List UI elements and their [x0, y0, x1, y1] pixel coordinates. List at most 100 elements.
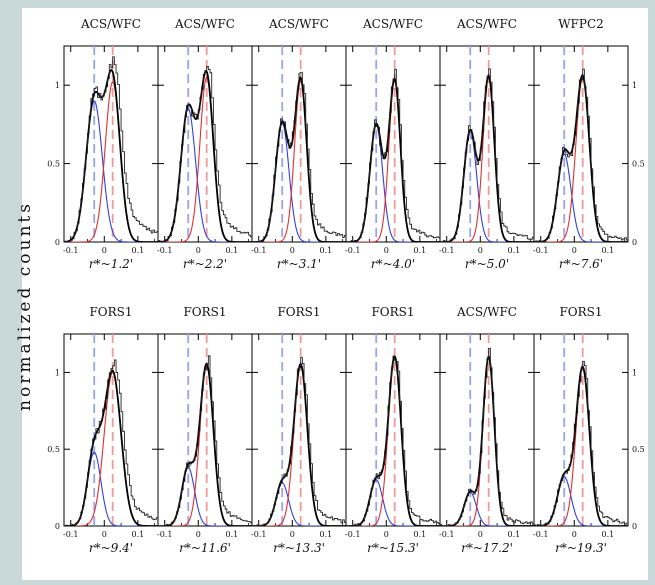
panel-12: FORS1 r*~19.3' -0.1 0 0.1 0 0.5 1	[533, 305, 645, 555]
x-tick-label: -0.1	[533, 530, 548, 539]
x-tick-label: -0.1	[439, 530, 454, 539]
x-tick-label: 0	[384, 246, 389, 255]
x-tick-label: 0.1	[601, 246, 614, 255]
x-tick-label: 0	[290, 530, 295, 539]
panel-radius-label: r*~5.0'	[465, 257, 509, 271]
panel-radius-label: r*~17.2'	[461, 541, 513, 555]
x-tick-label: 0.1	[319, 246, 332, 255]
model-sum	[158, 362, 252, 526]
x-tick-label: 0	[196, 530, 201, 539]
x-tick-label: -0.1	[63, 530, 78, 539]
panel-5: ACS/WFC r*~5.0' -0.1 0 0.1	[439, 17, 535, 271]
y-tick-label-right: 0	[632, 522, 637, 531]
panel-curves	[252, 334, 346, 526]
panel-curves	[346, 46, 440, 242]
x-tick-label: -0.1	[345, 246, 360, 255]
x-tick-label: 0	[102, 246, 107, 255]
x-tick-label: 0	[384, 530, 389, 539]
x-tick-label: -0.1	[63, 246, 78, 255]
panel-title: WFPC2	[558, 17, 604, 31]
panel-title: ACS/WFC	[80, 17, 141, 31]
color-histogram	[534, 360, 628, 526]
x-tick-label: -0.1	[251, 530, 266, 539]
panel-curves	[440, 46, 534, 242]
panel-curves	[534, 46, 628, 242]
y-tick-label: 1	[55, 368, 60, 377]
y-tick-label-right: 0.5	[632, 160, 645, 169]
panel-radius-label: r*~19.3'	[555, 541, 607, 555]
panel-6: WFPC2 r*~7.6' -0.1 0 0.1 0 0.5 1	[533, 17, 645, 271]
panel-9: FORS1 r*~13.3' -0.1 0 0.1	[251, 305, 347, 555]
panel-radius-label: r*~3.1'	[277, 257, 321, 271]
color-histogram	[158, 66, 252, 242]
color-histogram	[346, 355, 440, 526]
x-tick-label: 0.1	[413, 246, 426, 255]
x-tick-label: 0	[478, 246, 483, 255]
y-tick-label: 0.5	[47, 445, 60, 454]
x-tick-label: 0.1	[225, 246, 238, 255]
panel-10: FORS1 r*~15.3' -0.1 0 0.1	[345, 305, 441, 555]
x-tick-label: 0.1	[131, 530, 144, 539]
panel-curves	[158, 46, 252, 242]
color-histogram	[534, 68, 628, 242]
panel-radius-label: r*~13.3'	[273, 541, 325, 555]
panel-radius-label: r*~7.6'	[559, 257, 603, 271]
panel-frame	[533, 333, 629, 527]
x-tick-label: 0	[572, 530, 577, 539]
color-histogram	[64, 56, 158, 242]
y-axis-label: normalized counts	[15, 201, 35, 411]
y-tick-label-right: 0.5	[632, 445, 645, 454]
panel-radius-label: r*~11.6'	[179, 541, 231, 555]
y-tick-label-right: 1	[632, 368, 637, 377]
y-tick-label: 0	[55, 238, 60, 247]
x-tick-label: 0.1	[601, 530, 614, 539]
color-histogram	[346, 68, 440, 242]
x-tick-label: -0.1	[533, 246, 548, 255]
panel-4: ACS/WFC r*~4.0' -0.1 0 0.1	[345, 17, 441, 271]
x-tick-label: 0.1	[131, 246, 144, 255]
panel-curves	[252, 46, 346, 242]
panel-title: FORS1	[277, 305, 320, 319]
panel-title: ACS/WFC	[456, 17, 517, 31]
x-tick-label: 0.1	[507, 530, 520, 539]
y-tick-label: 0.5	[47, 160, 60, 169]
x-tick-label: 0	[290, 246, 295, 255]
x-tick-label: -0.1	[345, 530, 360, 539]
panel-radius-label: r*~2.2'	[183, 257, 227, 271]
panel-title: ACS/WFC	[268, 17, 329, 31]
panel-radius-label: r*~4.0'	[371, 257, 415, 271]
panel-curves	[440, 334, 534, 526]
color-histogram	[440, 68, 534, 242]
panel-title: FORS1	[559, 305, 602, 319]
x-tick-label: -0.1	[439, 246, 454, 255]
panel-curves	[158, 334, 252, 526]
panel-title: ACS/WFC	[362, 17, 423, 31]
x-tick-label: 0	[102, 530, 107, 539]
panel-3: ACS/WFC r*~3.1' -0.1 0 0.1	[251, 17, 347, 271]
panel-curves	[64, 46, 158, 242]
y-tick-label-right: 0	[632, 238, 637, 247]
panel-radius-label: r*~1.2'	[89, 257, 133, 271]
panel-title: FORS1	[183, 305, 226, 319]
panel-2: ACS/WFC r*~2.2' -0.1 0 0.1	[157, 17, 253, 271]
color-histogram	[252, 357, 346, 526]
color-histogram	[158, 355, 252, 526]
x-tick-label: 0	[478, 530, 483, 539]
model-sum	[64, 69, 158, 242]
x-tick-label: 0.1	[413, 530, 426, 539]
color-histogram	[440, 347, 534, 526]
y-tick-label: 1	[55, 81, 60, 90]
color-histogram	[252, 71, 346, 242]
panel-radius-label: r*~9.4'	[89, 541, 133, 555]
panel-title: FORS1	[371, 305, 414, 319]
panel-radius-label: r*~15.3'	[367, 541, 419, 555]
panel-curves	[346, 334, 440, 526]
color-histogram	[64, 359, 158, 526]
x-tick-label: -0.1	[157, 246, 172, 255]
x-tick-label: 0.1	[507, 246, 520, 255]
x-tick-label: -0.1	[251, 246, 266, 255]
